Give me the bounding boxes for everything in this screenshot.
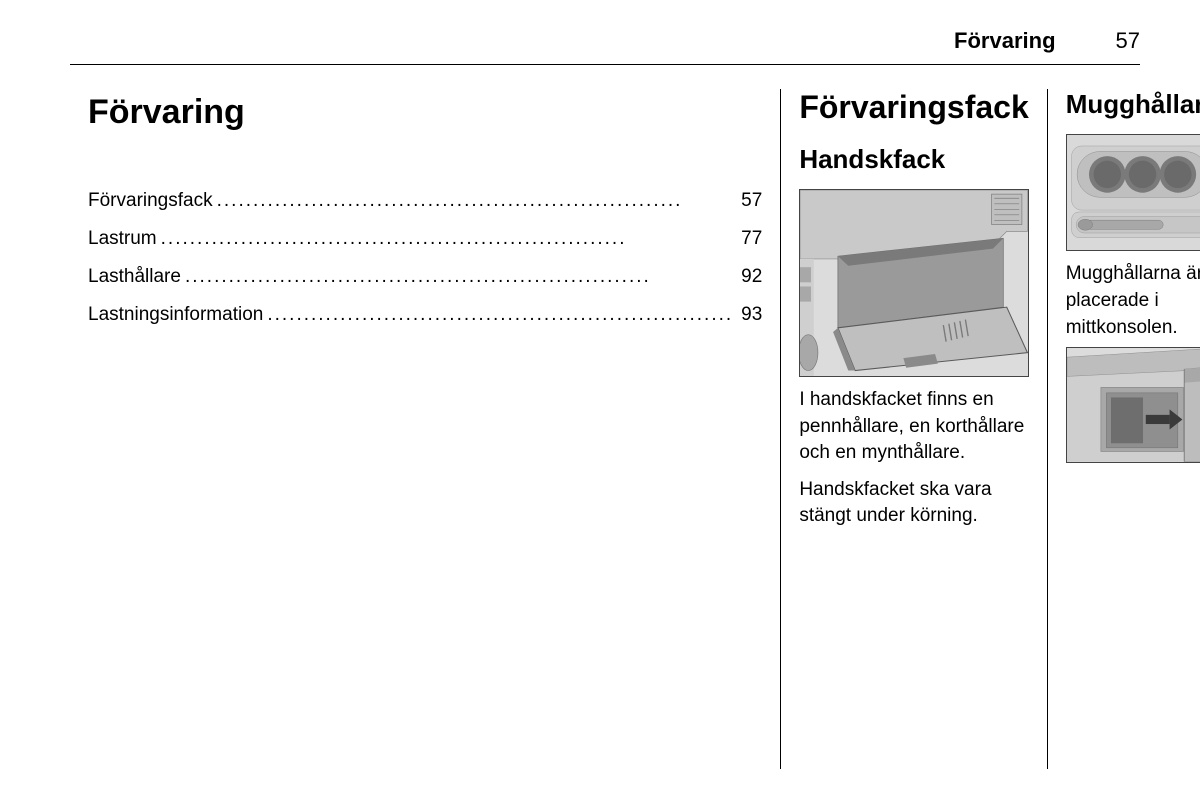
- toc-label: Lastningsinformation: [88, 296, 263, 334]
- cupholder-slide-icon: [1067, 348, 1200, 462]
- toc-leader: [213, 182, 738, 220]
- toc-page: 92: [737, 258, 762, 296]
- figure-cupholder-top: [1066, 134, 1200, 251]
- toc-label: Förvaringsfack: [88, 182, 213, 220]
- manual-page: Förvaring 57 Förvaring Förvaringsfack 57…: [0, 0, 1200, 802]
- page-number: 57: [1116, 28, 1140, 54]
- toc-page: 77: [737, 220, 762, 258]
- toc: Förvaringsfack 57 Lastrum 77 Lasthållare…: [88, 182, 762, 334]
- column-1: Förvaring Förvaringsfack 57 Lastrum 77 L…: [70, 89, 780, 769]
- figure-cupholder-slide: [1066, 347, 1200, 463]
- toc-page: 93: [737, 296, 762, 334]
- toc-row: Förvaringsfack 57: [88, 182, 762, 220]
- body-text: Handskfacket ska vara stängt under körni…: [799, 477, 1028, 530]
- toc-row: Lastningsinformation 93: [88, 296, 762, 334]
- toc-label: Lastrum: [88, 220, 157, 258]
- header-rule: [70, 64, 1140, 65]
- toc-row: Lastrum 77: [88, 220, 762, 258]
- column-2: Förvaringsfack Handskfack: [780, 89, 1046, 769]
- chapter-title: Förvaring: [88, 93, 762, 132]
- toc-leader: [157, 220, 738, 258]
- subsection-title: Mugghållare: [1066, 89, 1200, 120]
- running-head: Förvaring 57: [70, 28, 1140, 64]
- toc-leader: [181, 258, 737, 296]
- toc-row: Lasthållare 92: [88, 258, 762, 296]
- glovebox-icon: [800, 190, 1027, 376]
- body-text: Mugghållarna är placerade i mittkon­sole…: [1066, 261, 1200, 341]
- body-text: I handskfacket finns en pennhållare, en …: [799, 387, 1028, 467]
- section-title: Förvaringsfack: [799, 89, 1028, 126]
- figure-glovebox: [799, 189, 1028, 377]
- cupholder-top-icon: [1067, 135, 1200, 250]
- column-3: Mugghållare: [1047, 89, 1200, 769]
- subsection-title: Handskfack: [799, 144, 1028, 175]
- toc-leader: [263, 296, 737, 334]
- toc-label: Lasthållare: [88, 258, 181, 296]
- columns: Förvaring Förvaringsfack 57 Lastrum 77 L…: [70, 89, 1140, 769]
- toc-page: 57: [737, 182, 762, 220]
- running-title: Förvaring: [954, 28, 1055, 54]
